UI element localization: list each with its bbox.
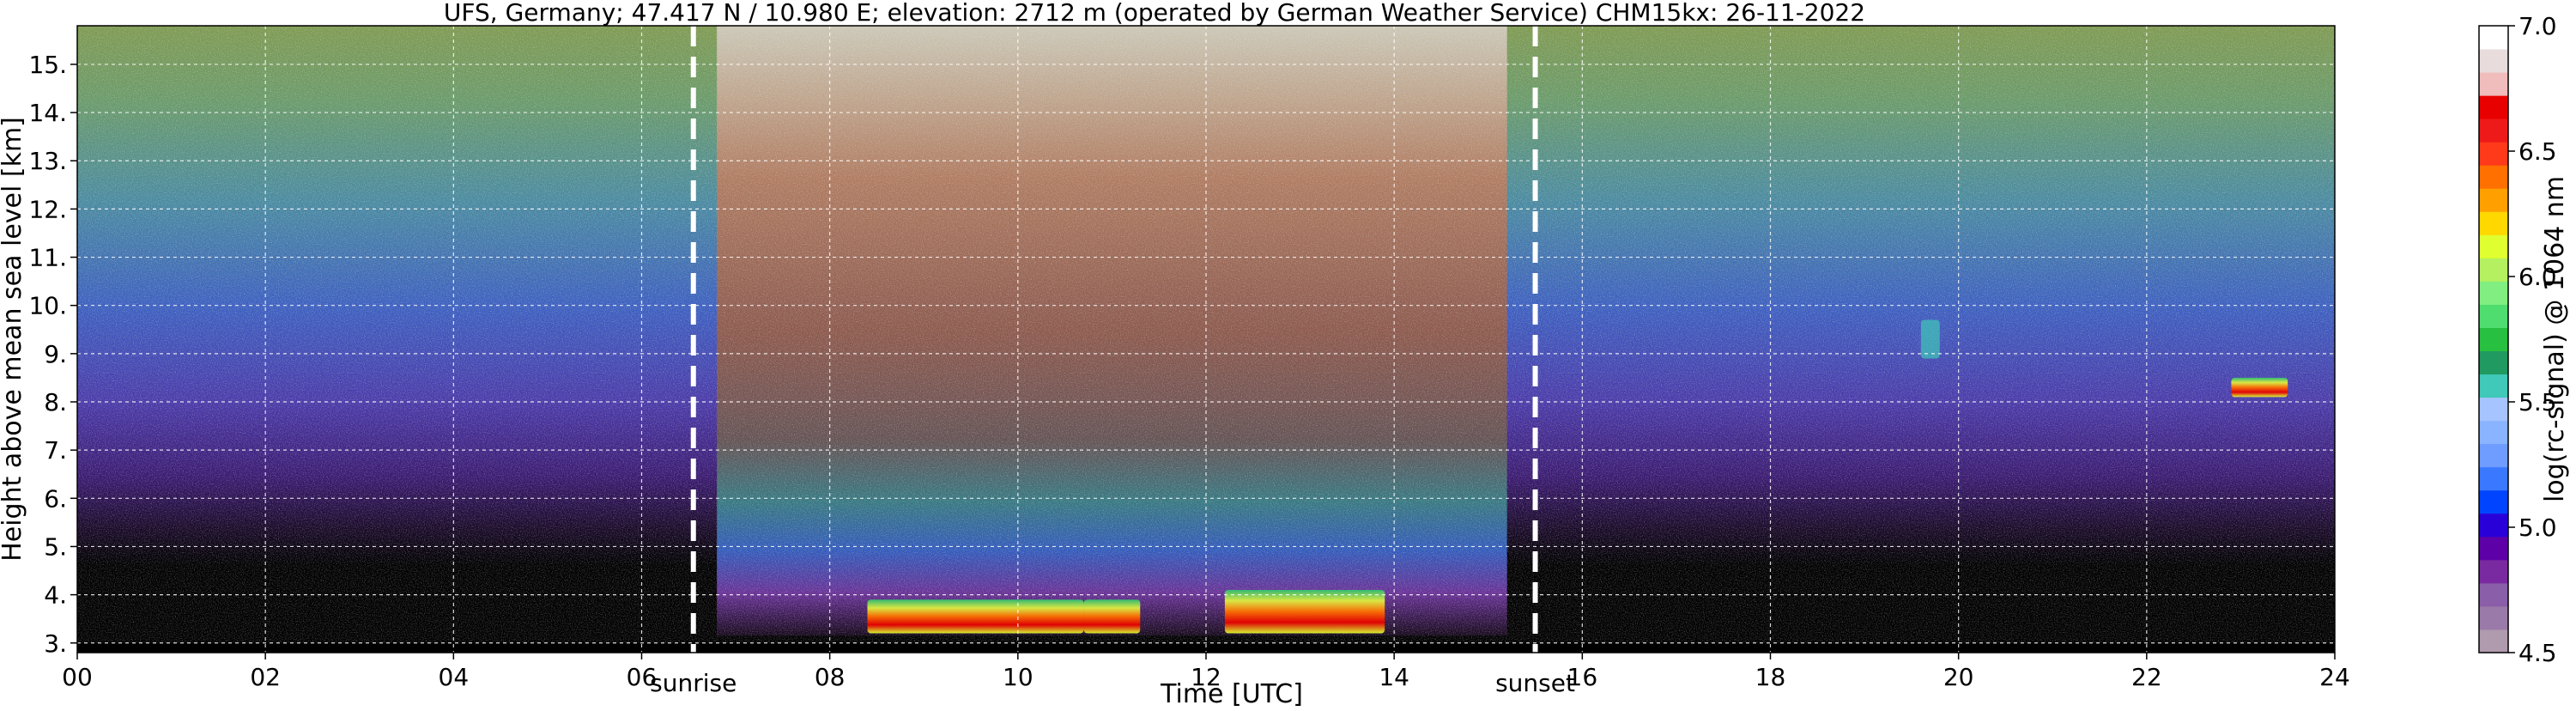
colorbar-segment — [2479, 605, 2508, 630]
colorbar-segment — [2479, 489, 2508, 514]
colorbar-segment — [2479, 559, 2508, 584]
colorbar-segment — [2479, 536, 2508, 561]
colorbar-segment — [2479, 350, 2508, 375]
colorbar-segment — [2479, 629, 2508, 653]
colorbar-segment — [2479, 234, 2508, 258]
x-tick-label: 22 — [2131, 663, 2162, 691]
colorbar-segment — [2479, 374, 2508, 398]
y-tick-label: 14. — [28, 99, 67, 127]
colorbar-segment — [2479, 49, 2508, 73]
x-tick-label: 20 — [1943, 663, 1974, 691]
x-tick-label: 08 — [815, 663, 846, 691]
colorbar-segment — [2479, 118, 2508, 143]
x-tick-label: 00 — [62, 663, 93, 691]
sunrise-label: sunrise — [650, 669, 736, 697]
colorbar-segment — [2479, 95, 2508, 119]
colorbar-segment — [2479, 26, 2508, 50]
y-axis-label: Height above mean sea level [km] — [0, 117, 27, 562]
feature-0 — [867, 599, 1084, 634]
x-tick-label: 06 — [627, 663, 658, 691]
y-tick-label: 10. — [28, 292, 67, 320]
x-tick-label: 24 — [2319, 663, 2350, 691]
y-tick-label: 3. — [44, 629, 67, 658]
colorbar-segment — [2479, 72, 2508, 96]
colorbar-tick-label: 4.5 — [2518, 639, 2557, 667]
colorbar-segment — [2479, 304, 2508, 328]
colorbar-segment — [2479, 582, 2508, 607]
y-tick-label: 6. — [44, 484, 67, 513]
colorbar-segment — [2479, 188, 2508, 212]
colorbar-segment — [2479, 420, 2508, 445]
colorbar-frame — [2478, 25, 2509, 653]
y-tick-label: 11. — [28, 244, 67, 272]
colorbar-segment — [2479, 281, 2508, 305]
colorbar-segment — [2479, 142, 2508, 166]
colorbar-tick-label: 5.0 — [2518, 514, 2557, 542]
x-tick-label: 02 — [250, 663, 281, 691]
x-tick-label: 18 — [1755, 663, 1786, 691]
plot-area — [77, 26, 2335, 653]
colorbar-tick-label: 6.5 — [2518, 137, 2557, 166]
feature-4 — [1920, 319, 1940, 359]
colorbar-segment — [2479, 443, 2508, 468]
colorbar-tick-label: 6.0 — [2518, 263, 2557, 291]
x-tick-label: 10 — [1003, 663, 1033, 691]
colorbar-segment — [2479, 397, 2508, 422]
colorbar-segment — [2479, 211, 2508, 235]
colorbar-tick-label: 5.5 — [2518, 388, 2557, 416]
colorbar-tick-label: 7.0 — [2518, 12, 2557, 40]
y-tick-label: 4. — [44, 581, 67, 610]
y-tick-label: 12. — [28, 195, 67, 223]
colorbar: 4.5 5.0 5.5 6.0 6.5 7.0 — [2478, 12, 2557, 667]
feature-3 — [2231, 377, 2288, 398]
signal-noise — [77, 26, 2335, 653]
near-ground-signal — [77, 642, 2335, 653]
markers: sunrise sunset — [650, 26, 1575, 697]
y-tick-label: 9. — [44, 340, 67, 368]
y-tick-label: 15. — [28, 51, 67, 79]
feature-1 — [1083, 599, 1141, 634]
y-tick-label: 5. — [44, 532, 67, 561]
chart-title: UFS, Germany; 47.417 N / 10.980 E; eleva… — [444, 0, 1865, 27]
x-tick-label: 16 — [1567, 663, 1598, 691]
y-ticks: 3. 4. 5. 6. 7. 8. 9. 10. 11. 12. 13. 14. 15. — [28, 51, 77, 658]
colorbar-segment — [2479, 258, 2508, 282]
x-axis-label: Time [UTC] — [1160, 679, 1303, 708]
x-ticks: 00 02 04 06 08 10 12 14 16 18 20 22 24 — [62, 653, 2350, 691]
colorbar-segment — [2479, 513, 2508, 538]
feature-2 — [1224, 590, 1385, 634]
x-tick-label: 12 — [1191, 663, 1221, 691]
colorbar-segment — [2479, 466, 2508, 491]
sunset-label: sunset — [1495, 669, 1575, 697]
colorbar-label: log(rc-signal) @ 1064 nm — [2540, 176, 2570, 502]
colorbar-segment — [2479, 165, 2508, 189]
x-tick-label: 14 — [1379, 663, 1409, 691]
y-tick-label: 8. — [44, 388, 67, 416]
x-tick-label: 04 — [439, 663, 470, 691]
y-tick-label: 13. — [28, 147, 67, 175]
y-tick-label: 7. — [44, 436, 67, 465]
grid — [77, 26, 2335, 653]
colorbar-segment — [2479, 327, 2508, 352]
